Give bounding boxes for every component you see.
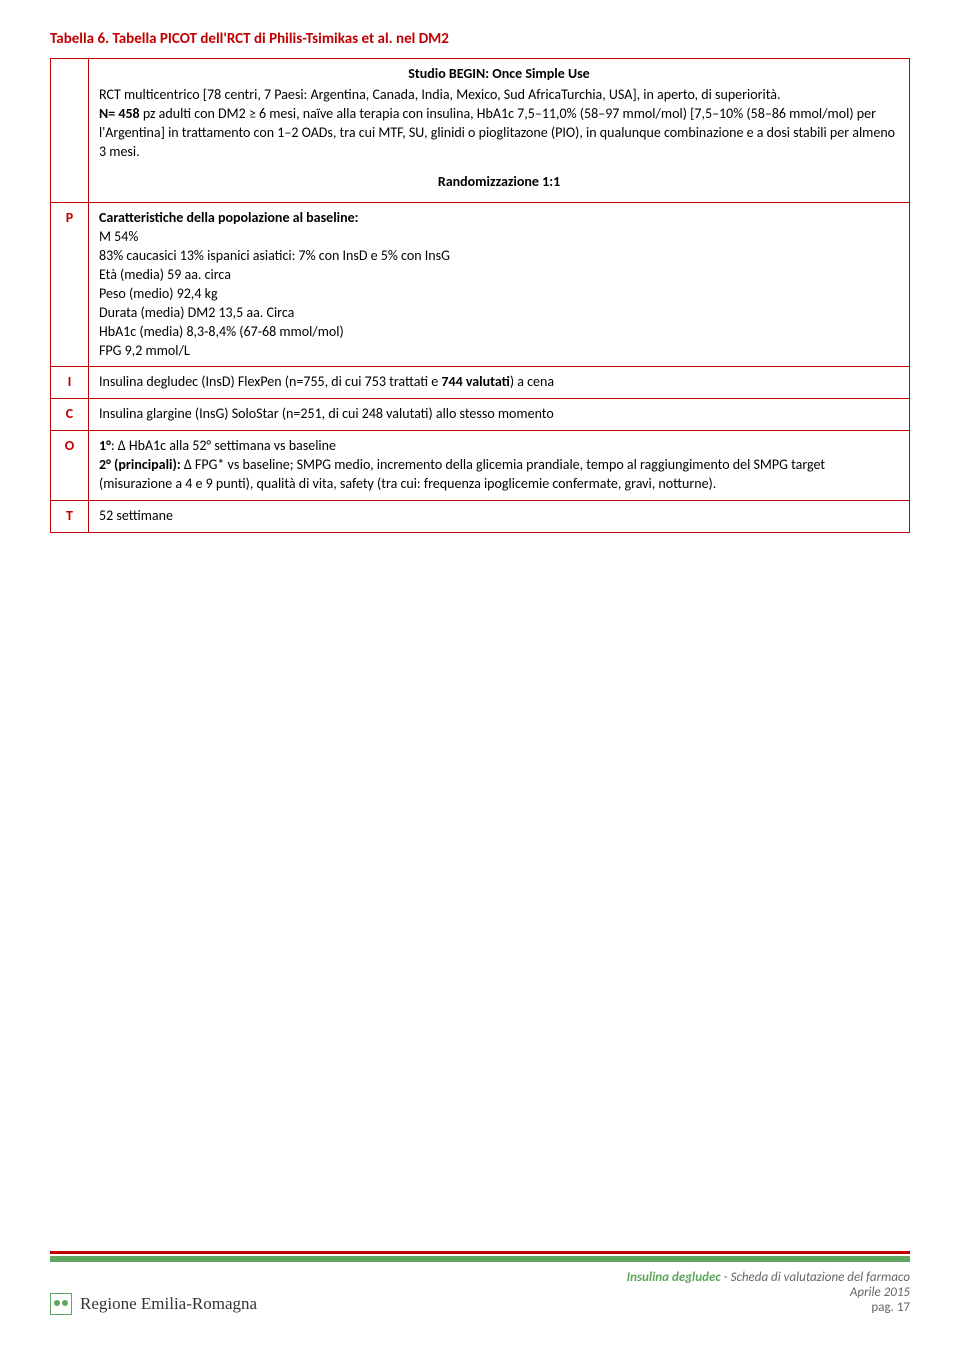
doc-page: pag. 17 [627, 1300, 910, 1315]
footer-red-bar [50, 1251, 910, 1254]
p-line-1: M 54% [99, 228, 899, 247]
p-line-7: FPG 9,2 mmol/L [99, 342, 899, 361]
row-content-o: 1°: Δ HbA1c alla 52° settimana vs baseli… [89, 431, 910, 501]
o-secondary-rest: Δ FPG* vs baseline; SMPG medio, incremen… [99, 456, 825, 492]
study-n-rest: pz adulti con DM2 ≥ 6 mesi, naïve alla t… [99, 105, 895, 160]
region-name: Regione Emilia-Romagna [80, 1294, 257, 1314]
header-letter-cell [51, 59, 89, 203]
study-desc-1: RCT multicentrico [78 centri, 7 Paesi: A… [99, 86, 899, 105]
doc-date: Aprile 2015 [627, 1285, 910, 1300]
p-line-4: Peso (medio) 92,4 kg [99, 285, 899, 304]
o-secondary-bold: 2° (principali): [99, 456, 181, 473]
row-letter-c: C [51, 399, 89, 431]
row-letter-p: P [51, 203, 89, 367]
doc-name: Insulina degludec [627, 1270, 721, 1285]
p-line-6: HbA1c (media) 8,3-8,4% (67-68 mmol/mol) [99, 323, 899, 342]
footer-left: Regione Emilia-Romagna [50, 1293, 257, 1315]
o-primary-rest: : Δ HbA1c alla 52° settimana vs baseline [111, 437, 336, 454]
doc-suffix: - Scheda di valutazione del farmaco [721, 1270, 910, 1285]
row-letter-t: T [51, 500, 89, 532]
p-caratt-label: Caratteristiche della popolazione al bas… [99, 209, 359, 226]
i-bold: 744 valutati [441, 373, 509, 390]
page-footer: Regione Emilia-Romagna Insulina degludec… [50, 1251, 910, 1315]
study-title: Studio BEGIN: Once Simple Use [99, 65, 899, 84]
row-letter-o: O [51, 431, 89, 501]
row-content-t: 52 settimane [89, 500, 910, 532]
footer-right: Insulina degludec - Scheda di valutazion… [627, 1270, 910, 1315]
picot-table: Studio BEGIN: Once Simple Use RCT multic… [50, 58, 910, 533]
row-content-p: Caratteristiche della popolazione al bas… [89, 203, 910, 367]
region-logo-icon [50, 1293, 72, 1315]
footer-green-bar [50, 1256, 910, 1262]
i-post: ) a cena [510, 373, 554, 390]
row-letter-i: I [51, 367, 89, 399]
p-line-5: Durata (media) DM2 13,5 aa. Circa [99, 304, 899, 323]
table-caption: Tabella 6. Tabella PICOT dell'RCT di Phi… [50, 30, 910, 48]
i-pre: Insulina degludec (InsD) FlexPen (n=755,… [99, 373, 441, 390]
p-line-2: 83% caucasici 13% ispanici asiatici: 7% … [99, 247, 899, 266]
row-content-c: Insulina glargine (InsG) SoloStar (n=251… [89, 399, 910, 431]
p-line-3: Età (media) 59 aa. circa [99, 266, 899, 285]
row-content-i: Insulina degludec (InsD) FlexPen (n=755,… [89, 367, 910, 399]
study-n-bold: N= 458 [99, 105, 140, 122]
study-desc-2: N= 458 pz adulti con DM2 ≥ 6 mesi, naïve… [99, 105, 899, 162]
randomization-label: Randomizzazione 1:1 [99, 173, 899, 192]
study-header-cell: Studio BEGIN: Once Simple Use RCT multic… [89, 59, 910, 203]
o-primary-bold: 1° [99, 437, 111, 454]
